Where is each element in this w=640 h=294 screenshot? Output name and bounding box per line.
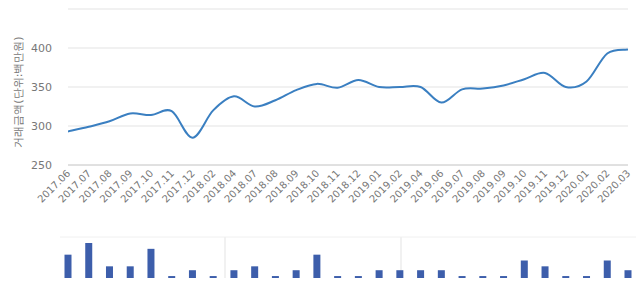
- volume-bar: [500, 276, 507, 278]
- volume-bar: [127, 266, 134, 278]
- volume-bar: [313, 255, 320, 278]
- volume-bar: [189, 270, 196, 278]
- grid-line: [68, 87, 628, 88]
- volume-bar: [438, 270, 445, 278]
- volume-bar: [147, 249, 154, 278]
- x-tick-label: 2020.03: [595, 168, 632, 205]
- volume-bar: [521, 261, 528, 279]
- volume-bar: [355, 276, 362, 278]
- volume-bar: [396, 270, 403, 278]
- volume-bar: [417, 270, 424, 278]
- volume-bar: [85, 243, 92, 278]
- volume-bar: [65, 255, 72, 278]
- volume-bar: [459, 276, 466, 278]
- volume-bar: [625, 270, 632, 278]
- divider: [225, 237, 226, 278]
- y-tick-label: 400: [31, 42, 52, 55]
- volume-bar: [293, 270, 300, 278]
- chart: 250300350400거래금액(단위:백만원)2017.062017.0720…: [0, 0, 640, 294]
- volume-bar: [168, 276, 175, 278]
- volume-bar: [251, 266, 258, 278]
- y-tick-label: 350: [31, 81, 52, 94]
- grid-line: [68, 48, 628, 49]
- grid-line: [68, 165, 628, 166]
- bar-top: [60, 237, 636, 238]
- grid-line: [68, 126, 628, 127]
- y-tick-label: 250: [31, 159, 52, 172]
- volume-bar: [376, 270, 383, 278]
- volume-bar: [334, 276, 341, 278]
- volume-bar: [604, 261, 611, 279]
- bar-area: [65, 243, 632, 278]
- volume-bar: [583, 276, 590, 278]
- volume-bar: [210, 276, 217, 278]
- y-axis-title: 거래금액(단위:백만원): [12, 36, 25, 147]
- volume-bar: [479, 276, 486, 278]
- volume-bar: [106, 266, 113, 278]
- range-top: [68, 9, 628, 10]
- price-line: [68, 50, 628, 138]
- plot-area: [68, 50, 628, 138]
- y-tick-label: 300: [31, 120, 52, 133]
- volume-bar: [562, 276, 569, 278]
- x-axis: [68, 165, 628, 166]
- volume-bar: [272, 276, 279, 278]
- volume-bar: [230, 270, 237, 278]
- volume-bar: [542, 266, 549, 278]
